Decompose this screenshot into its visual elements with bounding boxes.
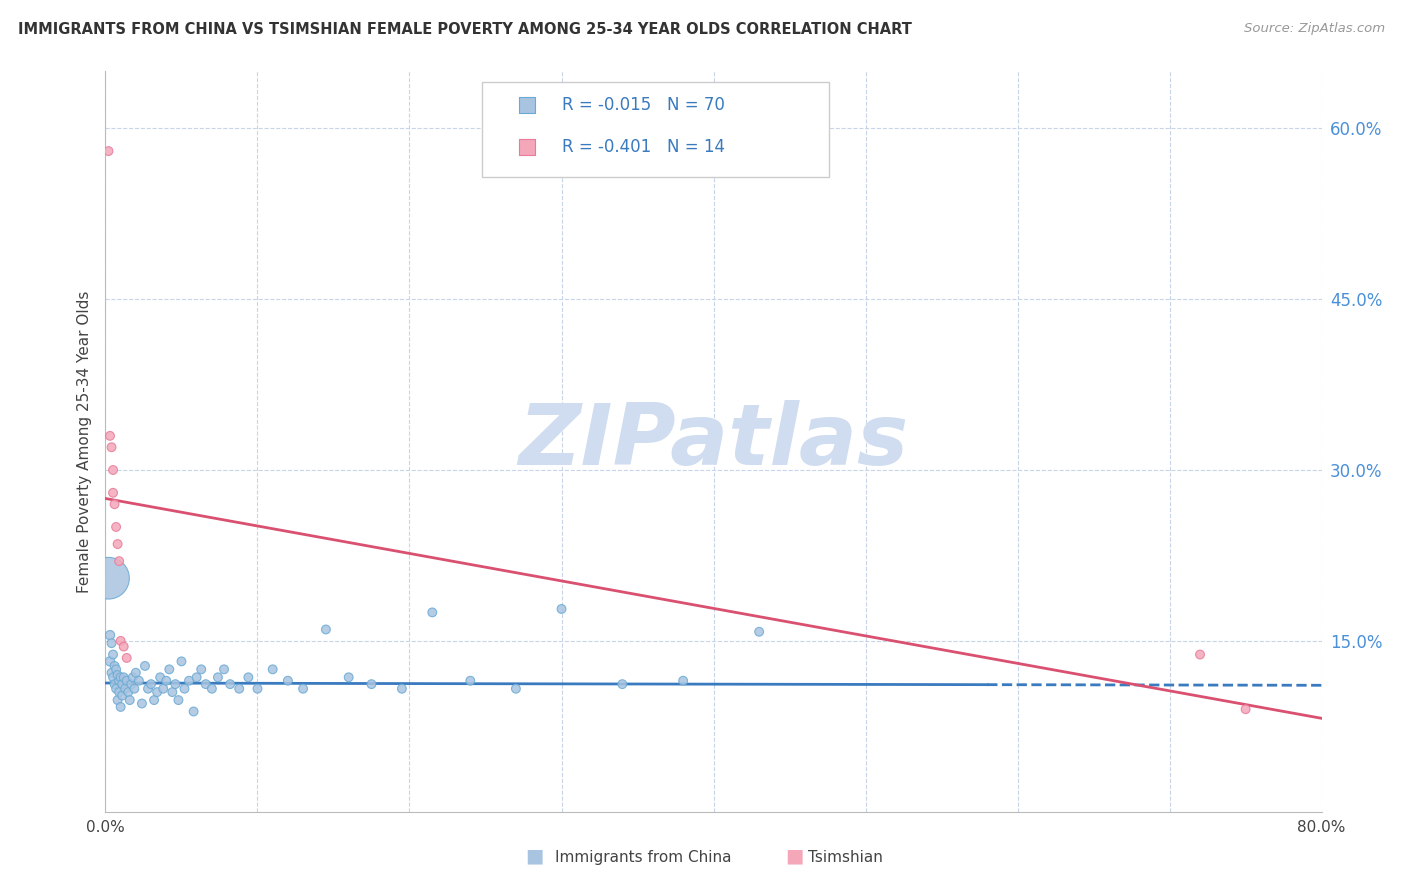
Point: [112, 640, 135, 654]
Point: [139, 677, 162, 691]
Point: [149, 670, 172, 684]
Point: [173, 681, 195, 696]
Point: [228, 681, 250, 696]
Point: [117, 685, 139, 699]
Point: [134, 659, 156, 673]
Point: [107, 693, 129, 707]
Point: [177, 673, 200, 688]
Point: [360, 677, 382, 691]
Text: Tsimshian: Tsimshian: [808, 850, 883, 865]
Point: [114, 681, 136, 696]
Point: [110, 700, 132, 714]
Point: [108, 685, 131, 699]
Point: [103, 497, 125, 511]
Point: [420, 606, 443, 620]
Point: [155, 673, 177, 688]
Text: ■: ■: [524, 847, 544, 865]
Point: [262, 662, 284, 676]
Point: [165, 677, 187, 691]
Point: [103, 677, 125, 691]
Point: [748, 624, 770, 639]
Point: [672, 673, 695, 688]
Text: Immigrants from China: Immigrants from China: [555, 850, 733, 865]
Point: [146, 685, 169, 699]
Point: [100, 440, 122, 454]
Point: [97, 144, 120, 158]
Text: IMMIGRANTS FROM CHINA VS TSIMSHIAN FEMALE POVERTY AMONG 25-34 YEAR OLDS CORRELAT: IMMIGRANTS FROM CHINA VS TSIMSHIAN FEMAL…: [18, 22, 912, 37]
Point: [107, 537, 129, 551]
Point: [201, 681, 224, 696]
Point: [136, 681, 159, 696]
Point: [115, 651, 138, 665]
Point: [167, 693, 190, 707]
Point: [124, 681, 146, 696]
Point: [1188, 648, 1211, 662]
Point: [108, 554, 131, 568]
Point: [115, 673, 138, 688]
Point: [458, 673, 481, 688]
Point: [238, 670, 260, 684]
Point: [337, 670, 360, 684]
Point: [118, 693, 141, 707]
Text: R = -0.401   N = 14: R = -0.401 N = 14: [561, 138, 724, 156]
Point: [292, 681, 315, 696]
Point: [101, 648, 124, 662]
Y-axis label: Female Poverty Among 25-34 Year Olds: Female Poverty Among 25-34 Year Olds: [76, 291, 91, 592]
Point: [246, 681, 269, 696]
Point: [612, 677, 634, 691]
Point: [110, 633, 132, 648]
Point: [111, 689, 134, 703]
FancyBboxPatch shape: [482, 82, 830, 178]
Point: [143, 693, 166, 707]
Text: ZIPatlas: ZIPatlas: [519, 400, 908, 483]
Point: [157, 662, 180, 676]
Point: [110, 670, 132, 684]
Point: [120, 677, 142, 691]
Point: [98, 654, 121, 668]
Point: [219, 677, 242, 691]
Point: [550, 602, 572, 616]
Point: [212, 662, 235, 676]
Point: [101, 485, 124, 500]
Point: [97, 571, 120, 585]
Point: [112, 670, 135, 684]
Point: [194, 677, 217, 691]
Point: [207, 670, 229, 684]
Point: [128, 673, 150, 688]
Point: [125, 665, 148, 680]
Point: [101, 670, 124, 684]
Point: [98, 429, 121, 443]
Point: [131, 697, 153, 711]
Point: [190, 662, 212, 676]
Point: [100, 636, 122, 650]
Point: [162, 685, 184, 699]
Point: [101, 463, 124, 477]
Point: [105, 520, 128, 534]
Point: [1234, 702, 1257, 716]
Text: R = -0.015   N = 70: R = -0.015 N = 70: [561, 96, 724, 114]
Point: [98, 628, 121, 642]
Point: [105, 681, 128, 696]
Point: [105, 662, 128, 676]
Point: [152, 681, 174, 696]
Point: [100, 665, 122, 680]
Point: [277, 673, 299, 688]
Point: [170, 654, 193, 668]
Text: Source: ZipAtlas.com: Source: ZipAtlas.com: [1244, 22, 1385, 36]
Point: [183, 705, 205, 719]
Text: ■: ■: [785, 847, 804, 865]
Point: [186, 670, 208, 684]
Point: [107, 668, 129, 682]
Point: [121, 670, 143, 684]
Point: [111, 677, 134, 691]
Point: [103, 659, 125, 673]
Point: [391, 681, 413, 696]
Point: [108, 673, 131, 688]
Point: [505, 681, 527, 696]
Point: [315, 623, 337, 637]
